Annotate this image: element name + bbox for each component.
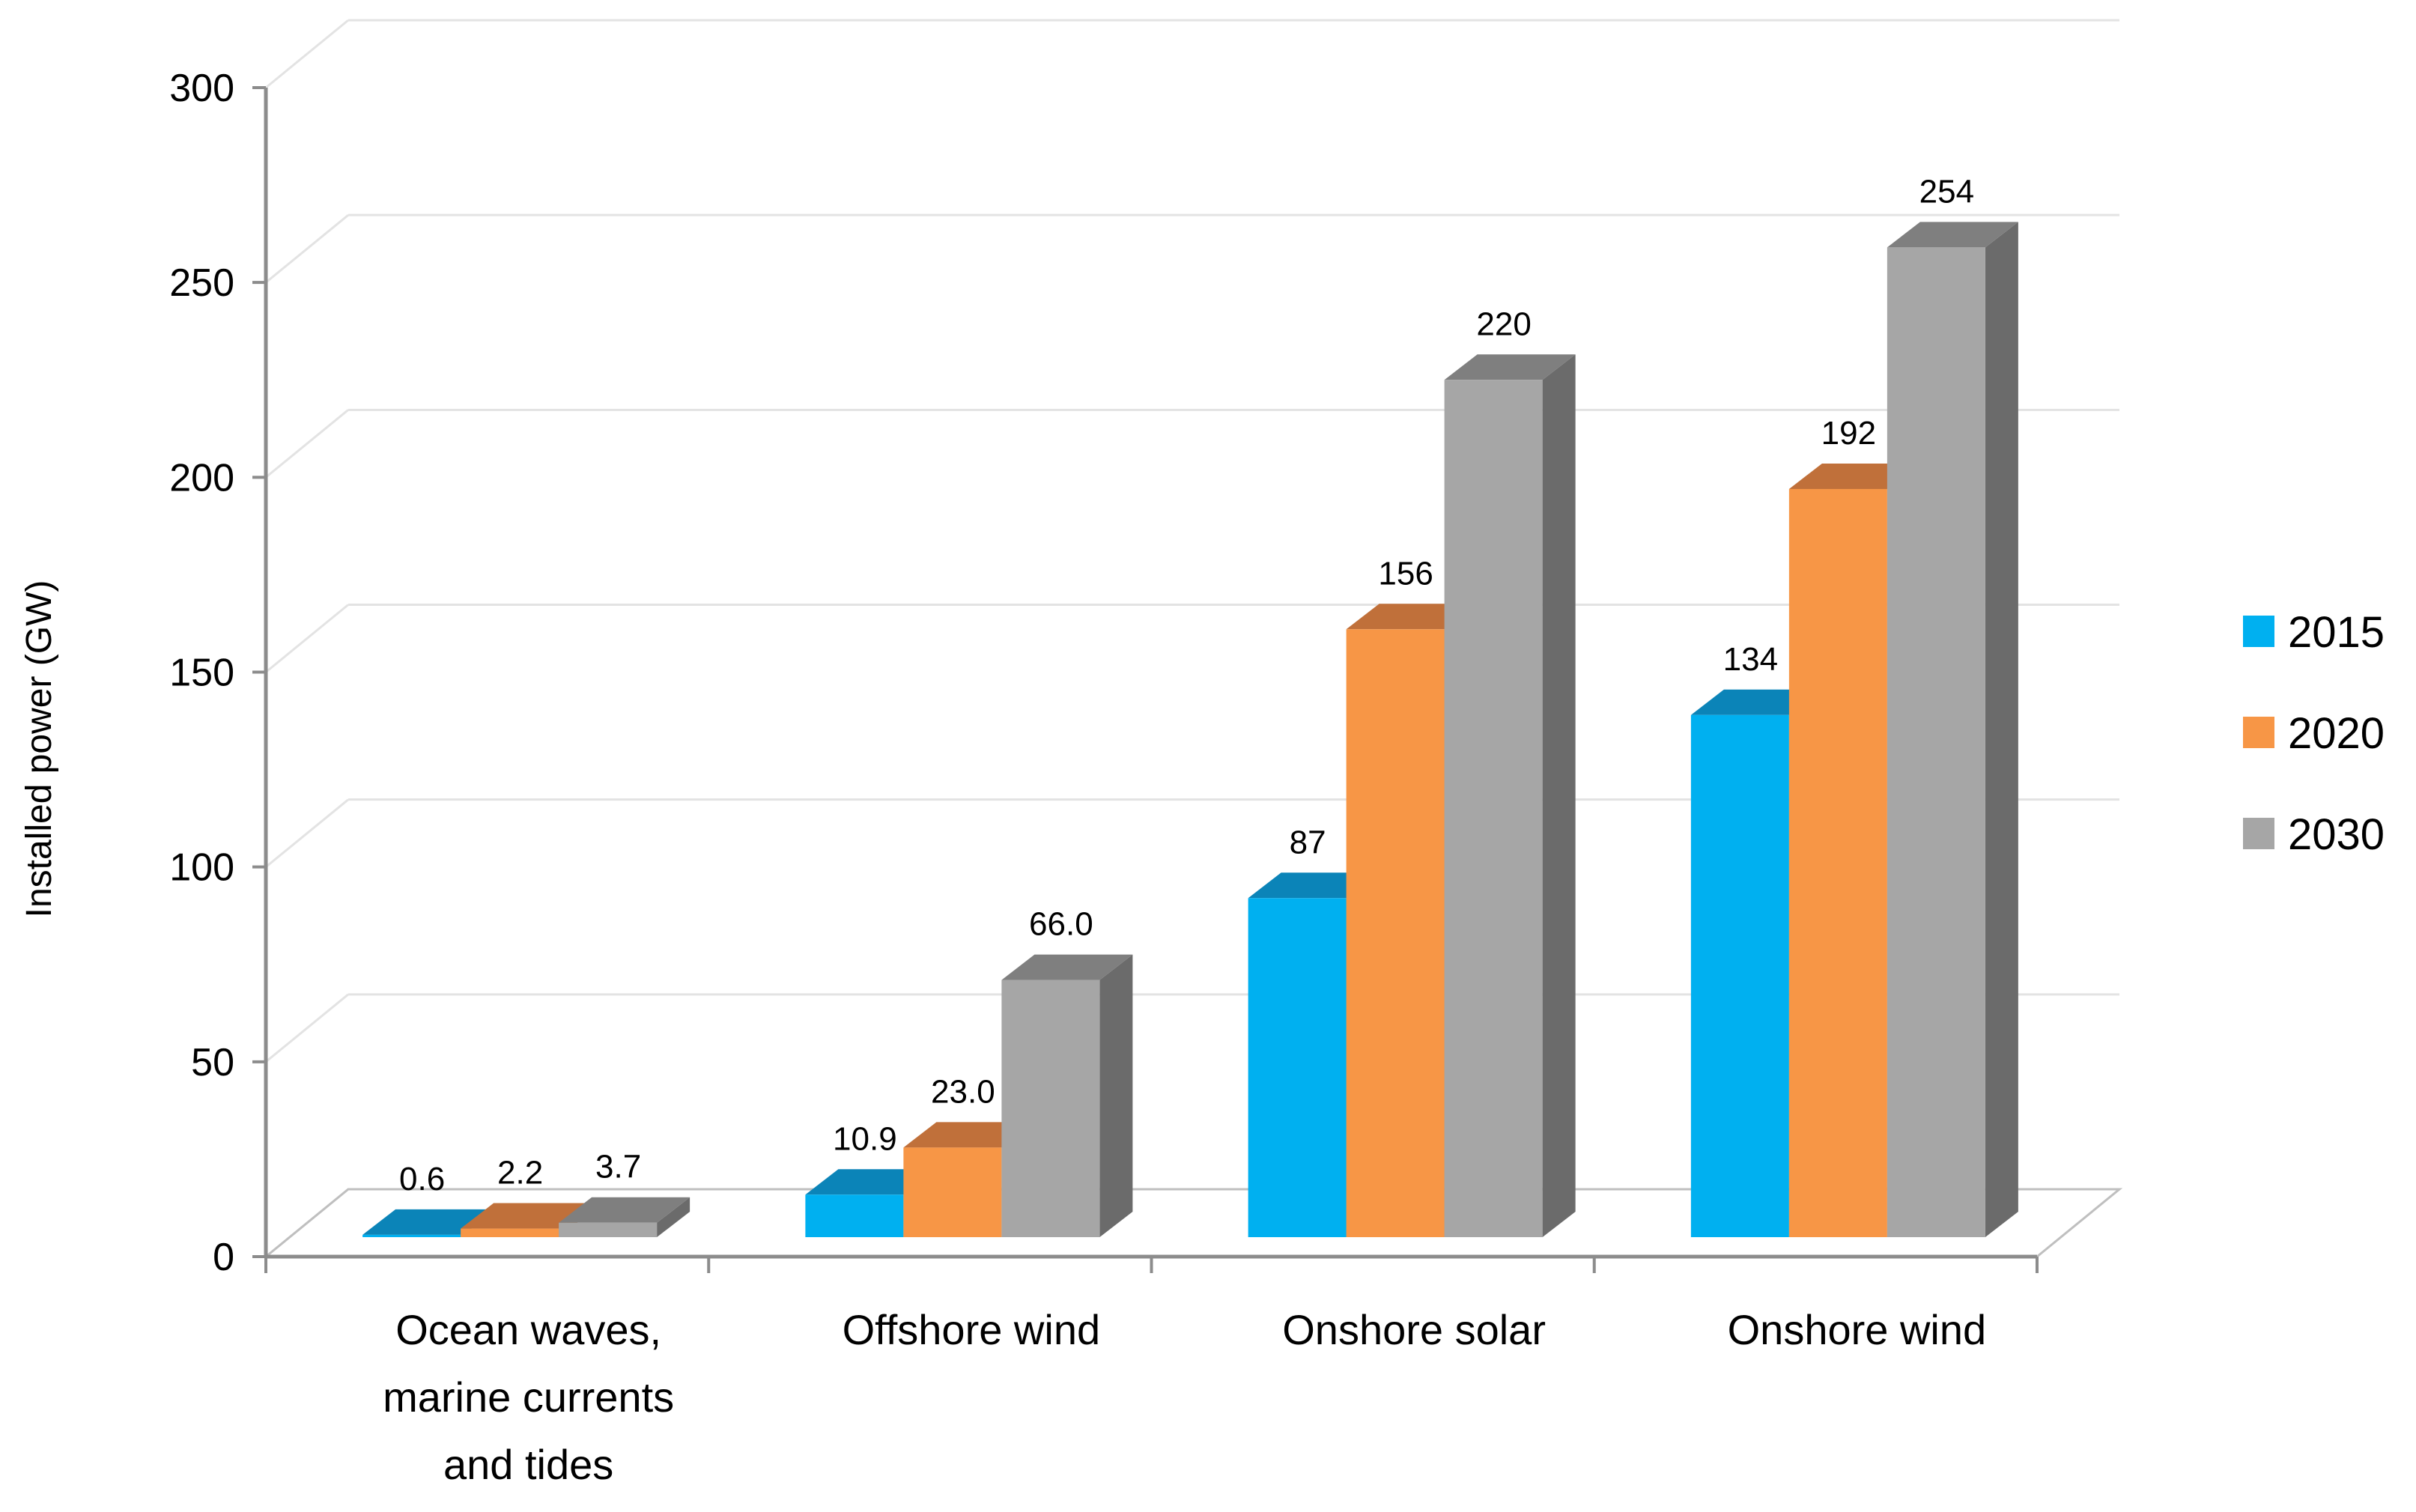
bar-2030-1 (1001, 954, 1133, 1237)
bar-2030-3 (1887, 222, 2018, 1238)
bar-side (1985, 222, 2018, 1238)
legend-swatch (2243, 818, 2274, 849)
legend-label: 2030 (2288, 810, 2385, 859)
y-tick-label: 50 (191, 1041, 234, 1084)
y-tick-labels: 0 50 100 150 200 250 300 (169, 67, 234, 1279)
y-tick-label: 200 (169, 456, 234, 500)
legend: 2015 2020 2030 (2243, 608, 2385, 859)
bar-front (805, 1194, 904, 1237)
data-label-2030-0: 3.7 (595, 1149, 641, 1185)
x-category-label: Offshore wind (843, 1306, 1100, 1353)
bar-front (461, 1228, 559, 1237)
data-label-2020-1: 23.0 (931, 1073, 995, 1110)
gridline-diag-100 (265, 798, 349, 868)
data-label-2030-2: 220 (1476, 306, 1531, 342)
bar-side (1099, 954, 1133, 1237)
bar-front (1690, 714, 1789, 1237)
x-category-label: Ocean waves, (395, 1306, 661, 1353)
bar-top (461, 1203, 592, 1229)
data-label-2020-0: 2.2 (497, 1155, 543, 1191)
x-category-labels: Ocean waves, marine currents and tides Offs… (383, 1306, 1986, 1488)
bar-front (559, 1222, 658, 1237)
bar-front (1248, 898, 1347, 1237)
gridline-diag-200 (265, 409, 349, 479)
bar-front (1788, 488, 1887, 1237)
legend-item-2030: 2030 (2243, 810, 2385, 859)
bar-side (1542, 354, 1576, 1238)
data-labels: 0.6 2.2 3.7 10.9 23.0 66.0 87 156 220 134 192 254 (399, 173, 1974, 1197)
data-label-2020-2: 156 (1378, 555, 1433, 592)
bar-top (1001, 954, 1133, 980)
legend-item-2020: 2020 (2243, 709, 2385, 758)
bar-top (1887, 222, 2018, 248)
floor-outline (265, 1188, 2123, 1258)
bar-front (1887, 247, 1985, 1238)
data-label-2015-0: 0.6 (399, 1161, 445, 1197)
bar-front (1444, 380, 1543, 1238)
data-label-2030-3: 254 (1919, 173, 1974, 210)
y-axis-title: Installed power (GW) (19, 580, 59, 918)
data-label-2015-2: 87 (1290, 824, 1326, 860)
data-label-2015-1: 10.9 (833, 1120, 897, 1157)
gridline-diag-50 (265, 993, 349, 1063)
gridline-diag-150 (265, 604, 349, 673)
bar-top (559, 1197, 690, 1223)
legend-item-2015: 2015 (2243, 608, 2385, 657)
bar-top (1444, 354, 1576, 380)
data-label-2020-3: 192 (1821, 415, 1876, 452)
y-tick-label: 0 (213, 1236, 234, 1279)
bar-front (1001, 980, 1100, 1237)
x-category-label: and tides (443, 1441, 613, 1488)
legend-swatch (2243, 616, 2274, 647)
gridline-diag-250 (265, 214, 349, 284)
gridline-diag-300 (265, 19, 349, 89)
x-category-label: marine currents (383, 1373, 674, 1421)
x-category-label: Onshore wind (1728, 1306, 1987, 1353)
bar-2030-2 (1444, 354, 1576, 1238)
back-gridlines (265, 19, 2123, 1258)
bars (362, 222, 2018, 1238)
bar-2030-0 (559, 1197, 690, 1237)
bar-front (362, 1234, 461, 1237)
bar-side (657, 1197, 690, 1237)
bar-front (903, 1147, 1002, 1237)
data-label-2015-3: 134 (1723, 641, 1778, 678)
x-category-label: Onshore solar (1282, 1306, 1546, 1353)
legend-swatch (2243, 717, 2274, 748)
y-tick-label: 150 (169, 652, 234, 695)
legend-label: 2020 (2288, 709, 2385, 758)
axes (252, 86, 2039, 1273)
bar-front (1346, 629, 1445, 1237)
data-label-2030-1: 66.0 (1029, 906, 1093, 943)
y-tick-label: 100 (169, 846, 234, 890)
legend-label: 2015 (2288, 608, 2385, 657)
y-tick-label: 300 (169, 67, 234, 110)
y-tick-label: 250 (169, 261, 234, 305)
